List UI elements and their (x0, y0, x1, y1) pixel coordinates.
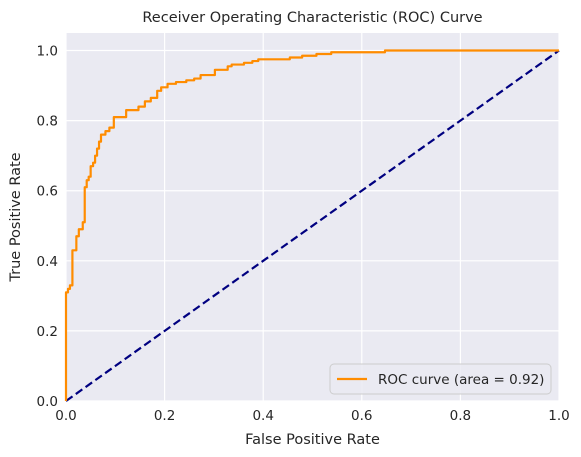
plot-area (66, 33, 559, 401)
roc-curve-line (64, 49, 559, 401)
legend: ROC curve (area = 0.92) (329, 363, 552, 395)
y-tick-label: 0.6 (37, 184, 58, 200)
y-axis-label: True Positive Rate (8, 152, 24, 282)
x-tick-label: 0.6 (351, 408, 372, 424)
y-tick-label: 1.0 (37, 44, 58, 60)
chance-diagonal-line (65, 49, 560, 402)
y-tick-label: 0.8 (37, 114, 58, 130)
legend-label-roc-curve: ROC curve (area = 0.92) (378, 372, 544, 388)
x-tick-label: 0.4 (252, 408, 273, 424)
x-tick-label: 0.0 (55, 408, 76, 424)
legend-box (329, 363, 552, 395)
series-layer (64, 49, 560, 402)
x-tick-label: 0.2 (154, 408, 175, 424)
y-tick-label: 0.2 (37, 324, 58, 340)
grid-lines (65, 33, 560, 402)
chart-title: Receiver Operating Characteristic (ROC) … (142, 10, 482, 26)
x-axis-label: False Positive Rate (245, 432, 380, 448)
x-tick-label: 1.0 (548, 408, 569, 424)
tick-labels: 0.0 0.2 0.4 0.6 0.8 1.0 0.0 0.2 0.4 0.6 0.8 1.0 (37, 44, 570, 424)
y-tick-label: 0.4 (37, 254, 58, 270)
x-tick-label: 0.8 (450, 408, 471, 424)
y-tick-label: 0.0 (37, 394, 58, 410)
